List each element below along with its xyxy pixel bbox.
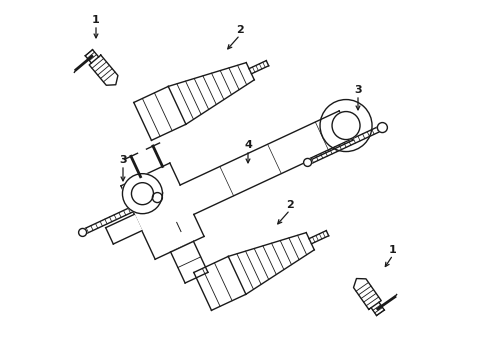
Polygon shape <box>134 86 186 140</box>
Polygon shape <box>81 195 158 235</box>
Circle shape <box>332 112 360 140</box>
Text: 3: 3 <box>119 155 127 165</box>
Polygon shape <box>309 231 329 244</box>
Text: 1: 1 <box>389 245 397 255</box>
Circle shape <box>152 193 162 203</box>
Circle shape <box>320 100 372 152</box>
Polygon shape <box>85 50 98 63</box>
Text: 4: 4 <box>244 140 252 150</box>
Polygon shape <box>307 125 384 165</box>
Circle shape <box>377 122 388 132</box>
Polygon shape <box>249 60 269 74</box>
Text: 3: 3 <box>354 85 362 95</box>
Polygon shape <box>121 163 204 259</box>
Polygon shape <box>228 233 314 294</box>
Circle shape <box>122 174 163 214</box>
Polygon shape <box>168 63 254 124</box>
Polygon shape <box>371 302 384 315</box>
Text: 1: 1 <box>92 15 100 25</box>
Polygon shape <box>106 215 142 244</box>
Polygon shape <box>171 241 208 283</box>
Text: 2: 2 <box>286 200 294 210</box>
Circle shape <box>78 229 87 237</box>
Circle shape <box>131 183 153 205</box>
Polygon shape <box>180 111 353 215</box>
Circle shape <box>304 158 312 166</box>
Polygon shape <box>353 279 381 309</box>
Text: 2: 2 <box>236 25 244 35</box>
Polygon shape <box>89 55 118 85</box>
Polygon shape <box>194 256 246 310</box>
